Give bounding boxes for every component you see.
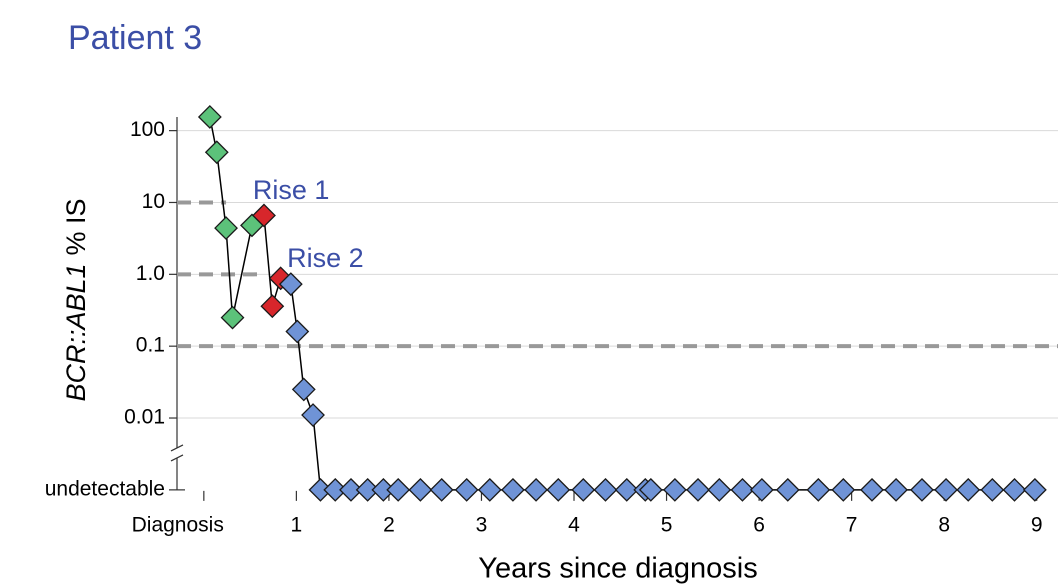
diamond-marker bbox=[686, 477, 710, 502]
x-tick-label: 6 bbox=[753, 513, 765, 536]
diamond-marker bbox=[662, 477, 687, 502]
diamond-marker bbox=[638, 477, 663, 502]
x-tick-label: Diagnosis bbox=[132, 513, 224, 536]
x-tick-label: 9 bbox=[1031, 513, 1043, 536]
diamond-marker bbox=[477, 477, 502, 502]
diamond-marker bbox=[278, 272, 303, 297]
y-axis-label: BCR::ABL1 % IS bbox=[61, 198, 91, 401]
annotation: Rise 1 bbox=[253, 175, 330, 205]
diamond-marker bbox=[214, 216, 238, 241]
y-label-unit: % IS bbox=[61, 198, 91, 255]
diamond-marker bbox=[806, 477, 831, 502]
diamond-marker bbox=[285, 319, 310, 344]
y-tick-label: undetectable bbox=[45, 477, 165, 500]
y-tick-label: 100 bbox=[130, 118, 165, 141]
diamond-marker bbox=[749, 477, 774, 502]
diamond-marker bbox=[860, 477, 884, 502]
x-tick-label: 2 bbox=[383, 513, 395, 536]
diamond-marker bbox=[934, 477, 958, 502]
diamond-marker bbox=[910, 477, 934, 502]
diamond-marker bbox=[730, 477, 755, 502]
diamond-marker bbox=[355, 477, 380, 502]
diamond-marker bbox=[323, 477, 348, 502]
diamond-marker bbox=[980, 477, 1005, 502]
diamond-marker bbox=[454, 477, 479, 502]
chart-title: Patient 3 bbox=[68, 19, 202, 57]
diamond-marker bbox=[775, 477, 800, 502]
diamond-marker bbox=[956, 477, 981, 502]
x-tick-label: 4 bbox=[568, 513, 580, 536]
diamond-marker bbox=[252, 203, 276, 228]
diamond-marker bbox=[593, 477, 618, 502]
y-tick-label: 1.0 bbox=[136, 262, 165, 285]
diamond-marker bbox=[571, 477, 596, 502]
diamond-marker bbox=[260, 294, 285, 319]
diamond-marker bbox=[408, 477, 433, 502]
diamond-marker bbox=[204, 140, 229, 165]
x-tick-label: 1 bbox=[291, 513, 303, 536]
x-tick-label: 5 bbox=[661, 513, 673, 536]
diamond-marker bbox=[386, 477, 411, 502]
diamond-marker bbox=[614, 477, 639, 502]
diamond-marker bbox=[831, 477, 856, 502]
diamond-marker bbox=[291, 377, 316, 402]
annotation: Rise 2 bbox=[287, 243, 364, 273]
y-tick-label: 10 bbox=[142, 190, 165, 213]
diamond-marker bbox=[220, 305, 245, 330]
x-tick-label: 7 bbox=[846, 513, 858, 536]
y-label-gene: BCR::ABL1 bbox=[61, 263, 91, 401]
series-line bbox=[263, 215, 282, 307]
y-tick-label: 0.01 bbox=[124, 406, 165, 429]
x-tick-label: 8 bbox=[938, 513, 950, 536]
diamond-marker bbox=[707, 477, 732, 502]
diamond-marker bbox=[546, 477, 571, 502]
diamond-marker bbox=[1002, 477, 1027, 502]
x-axis-label: Years since diagnosis bbox=[478, 553, 757, 585]
x-tick-label: 3 bbox=[476, 513, 488, 536]
diamond-marker bbox=[301, 403, 325, 427]
diamond-marker bbox=[501, 477, 525, 502]
diamond-marker bbox=[1022, 477, 1047, 502]
diamond-marker bbox=[524, 477, 548, 502]
y-tick-label: 0.1 bbox=[136, 334, 165, 357]
diamond-marker bbox=[429, 477, 454, 502]
axis-break bbox=[170, 454, 184, 462]
diamond-marker bbox=[197, 105, 222, 129]
diamond-marker bbox=[884, 477, 908, 502]
series-line bbox=[290, 284, 1035, 491]
diamond-marker bbox=[339, 477, 363, 502]
axis-break bbox=[170, 444, 184, 452]
